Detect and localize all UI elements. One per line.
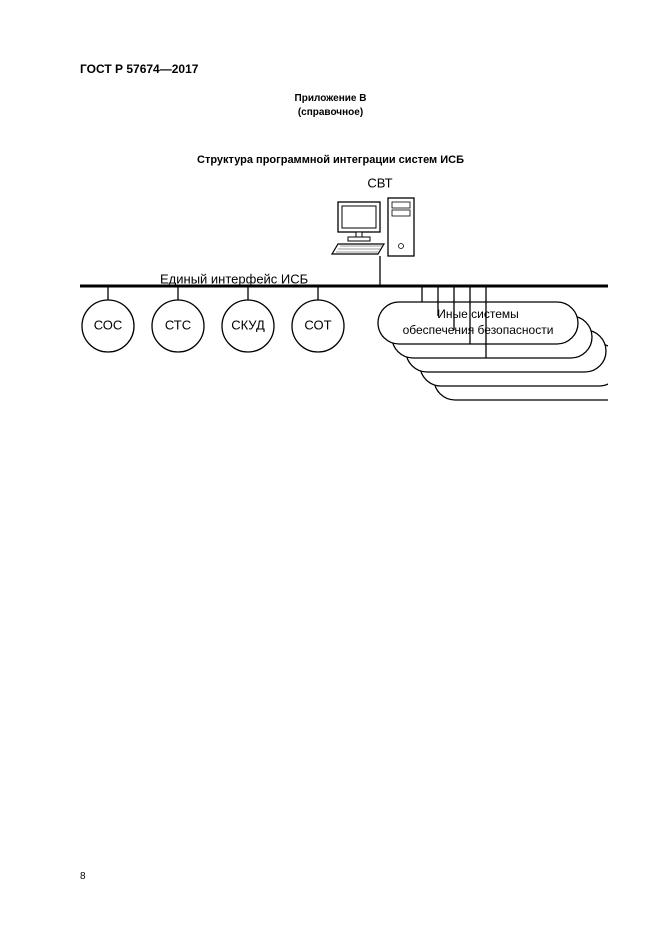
diagram-svg: Иные системы обеспечения безопасности Един… <box>80 172 608 432</box>
svg-text:СОТ: СОТ <box>304 317 331 332</box>
doc-header: ГОСТ Р 57674—2017 <box>80 62 198 76</box>
svg-text:СТС: СТС <box>165 317 191 332</box>
svg-text:СОС: СОС <box>94 317 123 332</box>
appendix-title: Приложение В <box>0 92 661 106</box>
diagram: Иные системы обеспечения безопасности Един… <box>80 172 608 432</box>
appendix-subtitle: (справочное) <box>0 106 661 120</box>
svg-text:Иные системы: Иные системы <box>437 307 519 321</box>
svg-text:СКУД: СКУД <box>231 317 265 332</box>
page-number: 8 <box>80 871 86 882</box>
appendix-block: Приложение В (справочное) <box>0 92 661 120</box>
svg-text:Единый интерфейс ИСБ: Единый интерфейс ИСБ <box>160 271 308 286</box>
document-page: ГОСТ Р 57674—2017 Приложение В (справочн… <box>0 0 661 936</box>
figure-title: Структура программной интеграции систем … <box>0 154 661 166</box>
svg-text:СВТ: СВТ <box>367 175 392 190</box>
svg-text:обеспечения безопасности: обеспечения безопасности <box>403 323 554 337</box>
